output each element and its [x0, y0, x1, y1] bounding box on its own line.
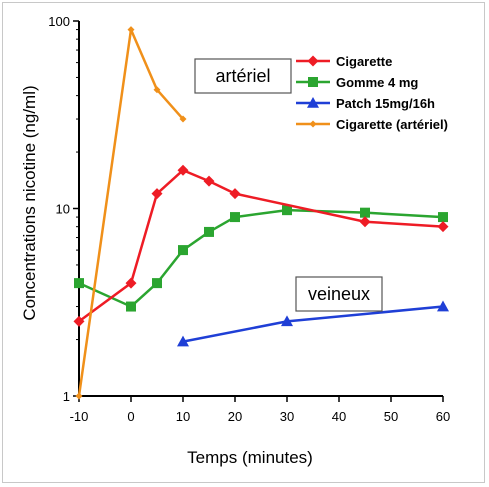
data-point-gomme-4-mg [74, 278, 84, 289]
annotation-label: artériel [215, 66, 270, 86]
annotation-box [194, 58, 292, 94]
chart-frame: 1 10 100 -10 0 10 20 30 40 50 60 Cigarette Gomme 4 … [2, 2, 485, 483]
legend-swatch-marker [309, 120, 317, 128]
data-point-gomme-4-mg [360, 207, 370, 218]
series-gomme-4-mg [74, 205, 448, 312]
series-cigarette [73, 164, 449, 327]
data-point-gomme-4-mg [230, 212, 240, 223]
data-point-gomme-4-mg [178, 245, 188, 256]
data-point-cigarette-art-riel [153, 86, 161, 94]
data-point-patch-15mg-16h [177, 335, 189, 347]
x-tick-label: 60 [436, 409, 450, 424]
x-tick-label: 40 [332, 409, 346, 424]
legend-label: Cigarette (artériel) [336, 117, 448, 132]
legend-swatch-marker [307, 97, 319, 108]
series-line-cigarette-art-riel [77, 28, 184, 397]
legend-swatch-marker [308, 77, 318, 87]
y-tick-label: 10 [56, 202, 70, 217]
series-cigarette-art-riel [75, 26, 187, 400]
data-point-cigarette [125, 277, 137, 289]
legend-item-cigarette: Cigarette [296, 54, 392, 69]
y-tick-label: 1 [63, 389, 70, 404]
data-point-cigarette [229, 188, 241, 200]
annotations: artériel veineux [194, 58, 383, 312]
data-point-cigarette-art-riel [179, 115, 187, 123]
series-line-gomme-4-mg [78, 208, 444, 308]
legend-swatch-marker [307, 55, 319, 67]
data-point-gomme-4-mg [282, 205, 292, 216]
data-point-gomme-4-mg [438, 212, 448, 223]
legend-item-cigarette-art-riel: Cigarette (artériel) [296, 117, 448, 132]
data-point-cigarette [151, 188, 163, 200]
data-point-cigarette [359, 216, 371, 228]
data-point-cigarette [437, 221, 449, 233]
x-tick-label: 10 [176, 409, 190, 424]
x-tick-label: -10 [70, 409, 89, 424]
data-point-gomme-4-mg [126, 301, 136, 312]
annotation-box [295, 276, 383, 312]
x-tick-label: 50 [384, 409, 398, 424]
legend-label: Cigarette [336, 54, 392, 69]
legend-label: Gomme 4 mg [336, 75, 418, 90]
legend-item-gomme-4-mg: Gomme 4 mg [296, 75, 418, 90]
data-point-cigarette-art-riel [75, 392, 83, 400]
data-point-cigarette [203, 175, 215, 187]
series-patch-15mg-16h [177, 300, 449, 347]
data-point-cigarette-art-riel [127, 26, 135, 34]
y-tick-label: 100 [48, 14, 70, 29]
x-tick-label: 20 [228, 409, 242, 424]
legend-item-patch-15mg-16h: Patch 15mg/16h [296, 96, 435, 111]
data-point-cigarette [73, 315, 85, 327]
x-tick-label: 30 [280, 409, 294, 424]
data-point-patch-15mg-16h [437, 300, 449, 312]
series-line-patch-15mg-16h [182, 305, 444, 343]
series-layer [73, 26, 449, 400]
legend: Cigarette Gomme 4 mg Patch 15mg/16h Cigaret… [296, 54, 448, 132]
x-axis-title: Temps (minutes) [187, 448, 313, 467]
y-axis-title: Concentrations nicotine (ng/ml) [20, 85, 39, 320]
data-point-gomme-4-mg [152, 278, 162, 289]
annotation-arteriel: artériel [194, 58, 292, 94]
series-line-cigarette [78, 168, 444, 323]
nicotine-chart: 1 10 100 -10 0 10 20 30 40 50 60 Cigarette Gomme 4 … [20, 14, 450, 467]
data-point-patch-15mg-16h [281, 315, 293, 327]
legend-label: Patch 15mg/16h [336, 96, 435, 111]
data-point-cigarette [177, 164, 189, 176]
data-point-gomme-4-mg [204, 226, 214, 237]
annotation-veineux: veineux [295, 276, 383, 312]
axes: 1 10 100 -10 0 10 20 30 40 50 60 [48, 14, 450, 424]
x-tick-label: 0 [127, 409, 134, 424]
annotation-label: veineux [308, 284, 370, 304]
